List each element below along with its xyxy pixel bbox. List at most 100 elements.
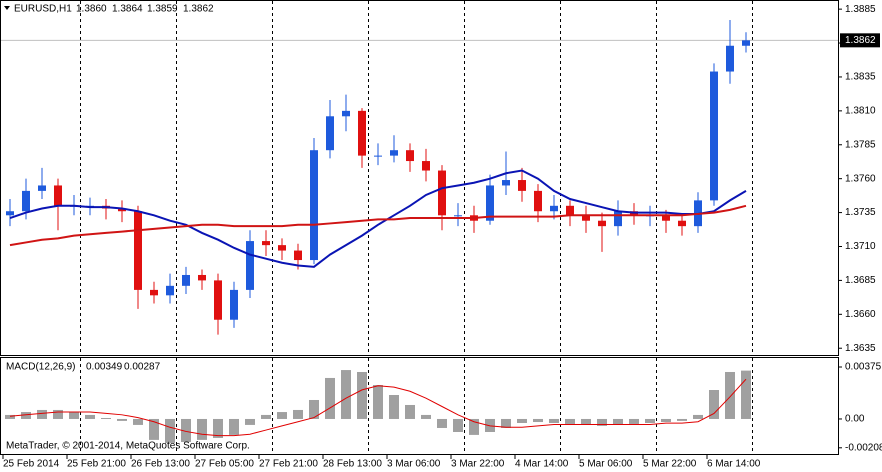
- candle-body: [278, 245, 286, 251]
- plot-layer: 1.3885 1.3860 1.3835 1.3810 1.3785 1.3760 1.37…: [1, 4, 882, 470]
- macd-bar: [197, 418, 207, 440]
- candle-body: [214, 280, 222, 320]
- symbol-title: EURUSD,H1: [14, 4, 72, 15]
- macd-bar: [85, 414, 95, 419]
- macd-bar: [405, 404, 415, 419]
- candle-body: [438, 170, 446, 216]
- last-price-box: [840, 33, 880, 48]
- macd-bar: [709, 390, 719, 419]
- macd-bar: [549, 418, 559, 423]
- y-tick-label: 1.3885: [845, 4, 876, 15]
- macd-bar: [165, 418, 175, 443]
- x-tick-label: 27 Feb 21:00: [259, 459, 318, 470]
- macd-bar: [517, 418, 527, 423]
- macd-bar: [149, 418, 159, 440]
- macd-bar: [565, 418, 575, 424]
- macd-bar: [325, 377, 335, 419]
- moving-average: [9, 204, 747, 247]
- candle-body: [742, 40, 750, 46]
- candle-body: [374, 155, 382, 157]
- y-tick-label: 1.3785: [845, 139, 876, 150]
- candle-body: [678, 220, 686, 227]
- macd-bar: [725, 371, 735, 419]
- candle-body: [502, 180, 510, 186]
- x-tick-label: 5 Mar 06:00: [579, 459, 633, 470]
- candle-body: [358, 110, 366, 156]
- candle-body: [550, 205, 558, 212]
- candle-body: [710, 71, 718, 201]
- macd-bar: [613, 418, 623, 425]
- y-tick-label: 1.3760: [845, 173, 876, 184]
- macd-bar: [245, 418, 255, 425]
- y-tick-label: 1.3635: [845, 343, 876, 354]
- candle-body: [246, 241, 254, 290]
- macd-bar: [581, 418, 591, 425]
- macd-bar: [261, 414, 271, 419]
- x-tick-label: 27 Feb 05:00: [195, 459, 254, 470]
- candle-body: [166, 285, 174, 296]
- x-tick-label: 28 Feb 13:00: [323, 459, 382, 470]
- macd-bar: [229, 418, 239, 435]
- macd-bar: [677, 418, 687, 421]
- moving-average: [9, 169, 747, 268]
- signal-line: [9, 378, 747, 437]
- period-separators: [80, 1, 753, 454]
- y-tick-label: 1.3735: [845, 207, 876, 218]
- x-tick-label: 3 Mar 22:00: [451, 459, 505, 470]
- signal-value: 0.00287: [124, 362, 161, 373]
- macd-bar: [437, 418, 447, 428]
- menu-triangle[interactable]: [4, 6, 10, 10]
- candle-body: [326, 116, 334, 151]
- candle-body: [518, 180, 526, 191]
- macd-bar: [181, 418, 191, 442]
- candle-body: [118, 208, 126, 212]
- x-tick-label: 3 Mar 06:00: [387, 459, 441, 470]
- macd-panel-frame: [0, 357, 839, 455]
- macd-bar: [341, 370, 351, 419]
- candle-body: [726, 45, 734, 72]
- x-tick-label: 4 Mar 14:00: [515, 459, 569, 470]
- candle-body: [390, 150, 398, 156]
- candle-body: [38, 185, 46, 191]
- y-tick-label: 0.00375: [845, 362, 882, 373]
- candle-body: [150, 289, 158, 296]
- macd-value: 0.00349: [86, 362, 123, 373]
- x-tick-label: 5 Mar 22:00: [643, 459, 697, 470]
- macd-bar: [501, 418, 511, 428]
- macd-bar: [741, 370, 751, 419]
- candle-body: [534, 190, 542, 212]
- macd-bar: [453, 418, 463, 432]
- bar-close: 1.3862: [183, 4, 214, 15]
- candle-body: [294, 250, 302, 261]
- candle-body: [582, 215, 590, 221]
- y-tick-label: 1.3685: [845, 275, 876, 286]
- macd-bar: [133, 418, 143, 425]
- macd-bar: [37, 409, 47, 419]
- x-tick-label: 25 Feb 2014: [3, 459, 60, 470]
- candle-body: [22, 190, 30, 212]
- candle-body: [486, 185, 494, 221]
- macd-bar: [373, 385, 383, 419]
- bar-high: 1.3864: [112, 4, 143, 15]
- macd-bar: [53, 409, 63, 419]
- bar-open: 1.3860: [76, 4, 107, 15]
- candle-body: [614, 211, 622, 227]
- candle-body: [262, 241, 270, 246]
- macd-bar: [213, 418, 223, 438]
- macd-bar: [597, 418, 607, 426]
- y-tick-label: 0.00: [845, 414, 865, 425]
- copyright: MetaTrader, © 2001-2014, MetaQuotes Soft…: [6, 441, 250, 452]
- candle-body: [134, 211, 142, 290]
- macd-bar: [69, 412, 79, 419]
- last-price-label: 1.3862: [845, 35, 876, 46]
- x-tick-label: 25 Feb 21:00: [67, 459, 126, 470]
- macd-bar: [629, 418, 639, 424]
- macd-bar: [693, 414, 703, 419]
- macd-bar: [389, 394, 399, 419]
- macd-bar: [117, 418, 127, 421]
- candle-body: [662, 215, 670, 221]
- price-panel-frame: [0, 0, 839, 356]
- bar-low: 1.3859: [147, 4, 178, 15]
- y-tick-label: 1.3835: [845, 72, 876, 83]
